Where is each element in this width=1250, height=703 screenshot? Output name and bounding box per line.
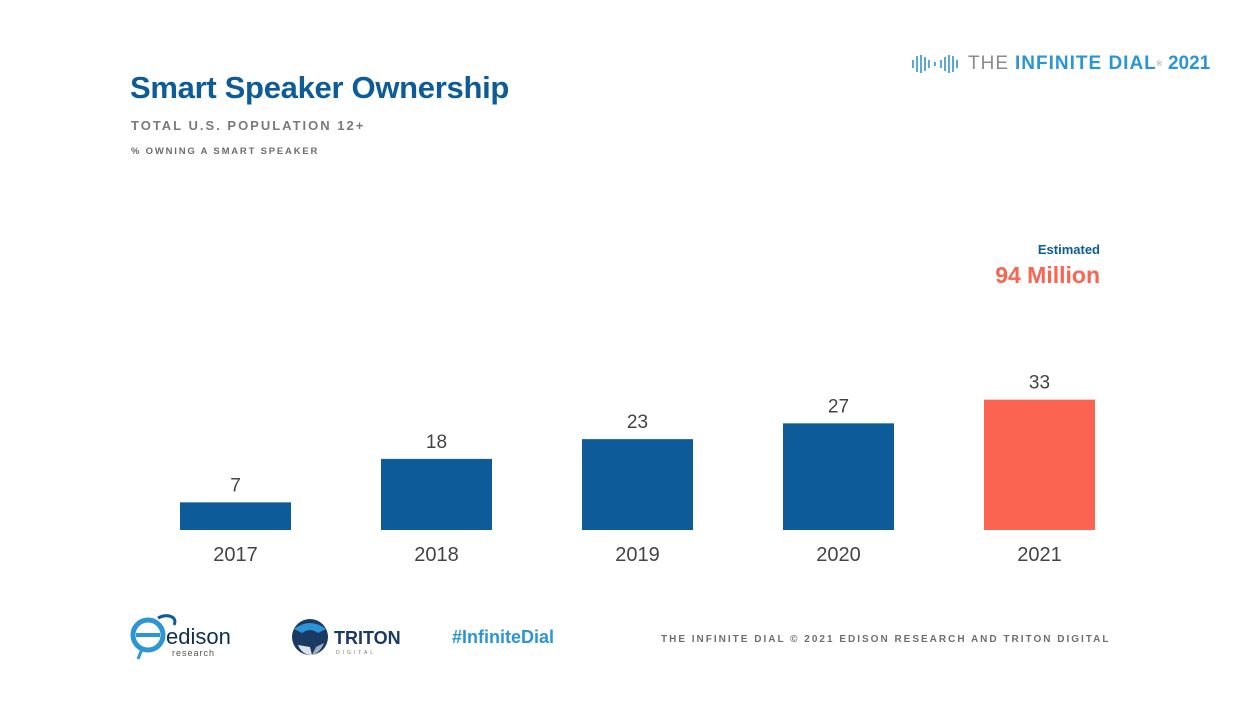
data-label-2019: 23 xyxy=(627,412,648,433)
infinite-dial-logo: THE INFINITE DIAL ® 2021 xyxy=(910,48,1210,80)
x-tick-label-2020: 2020 xyxy=(816,544,861,566)
x-tick-label-2018: 2018 xyxy=(414,544,459,566)
triton-name: TRITON xyxy=(334,628,401,648)
bar-2020 xyxy=(783,423,894,530)
data-label-2020: 27 xyxy=(828,396,849,417)
brand-the: THE xyxy=(968,53,1009,74)
x-tick-label-2017: 2017 xyxy=(213,544,258,566)
data-label-2021: 33 xyxy=(1029,373,1050,394)
data-label-2017: 7 xyxy=(230,475,241,496)
triton-digital-logo: TRITON DIGITAL xyxy=(288,615,408,668)
estimate-value: 94 Million xyxy=(995,262,1100,288)
page-title: Smart Speaker Ownership xyxy=(130,70,510,105)
brand-year: 2021 xyxy=(1167,53,1211,74)
triton-sub: DIGITAL xyxy=(336,650,376,656)
bar-2017 xyxy=(180,502,291,530)
hashtag[interactable]: #InfiniteDial xyxy=(452,627,555,647)
edison-research-logo: edison research xyxy=(128,613,238,668)
triton-emblem-icon xyxy=(292,619,328,655)
x-tick-label-2019: 2019 xyxy=(615,544,660,566)
measure-label: % OWNING A SMART SPEAKER xyxy=(131,146,320,157)
x-tick-label-2021: 2021 xyxy=(1017,544,1062,566)
estimate-label: Estimated xyxy=(1037,242,1100,257)
edison-sub: research xyxy=(172,648,215,658)
footer-credit: THE INFINITE DIAL © 2021 EDISON RESEARCH… xyxy=(661,634,1111,645)
brand-registered-mark: ® xyxy=(1156,60,1162,68)
edison-name: edison xyxy=(166,624,231,649)
bar-2018 xyxy=(381,458,492,530)
edison-e-icon xyxy=(130,614,177,660)
brand-infinite-dial: INFINITE DIAL xyxy=(1015,53,1157,74)
page-subtitle: TOTAL U.S. POPULATION 12+ xyxy=(131,118,366,133)
bar-2021 xyxy=(984,399,1095,530)
data-label-2018: 18 xyxy=(426,432,447,453)
bar-2019 xyxy=(582,439,693,530)
infinity-icon xyxy=(912,55,958,73)
